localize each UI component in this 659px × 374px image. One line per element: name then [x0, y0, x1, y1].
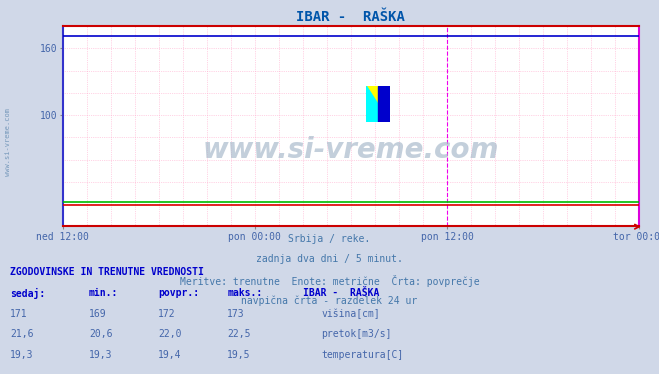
Text: pretok[m3/s]: pretok[m3/s] [322, 329, 392, 339]
Text: Meritve: trenutne  Enote: metrične  Črta: povprečje: Meritve: trenutne Enote: metrične Črta: … [180, 275, 479, 287]
Text: www.si-vreme.com: www.si-vreme.com [203, 136, 499, 164]
Text: min.:: min.: [89, 288, 119, 298]
Text: temperatura[C]: temperatura[C] [322, 350, 404, 360]
Text: sedaj:: sedaj: [10, 288, 45, 299]
Text: 19,3: 19,3 [89, 350, 113, 360]
Text: 172: 172 [158, 309, 176, 319]
Text: 21,6: 21,6 [10, 329, 34, 339]
Text: 19,5: 19,5 [227, 350, 251, 360]
Text: IBAR -  RAŠKA: IBAR - RAŠKA [303, 288, 380, 298]
Polygon shape [366, 86, 378, 104]
Text: 169: 169 [89, 309, 107, 319]
Text: navpična črta - razdelek 24 ur: navpična črta - razdelek 24 ur [241, 295, 418, 306]
Text: 20,6: 20,6 [89, 329, 113, 339]
Text: 171: 171 [10, 309, 28, 319]
Text: 173: 173 [227, 309, 245, 319]
Text: 19,3: 19,3 [10, 350, 34, 360]
Text: www.si-vreme.com: www.si-vreme.com [5, 108, 11, 176]
Text: 22,0: 22,0 [158, 329, 182, 339]
Text: ZGODOVINSKE IN TRENUTNE VREDNOSTI: ZGODOVINSKE IN TRENUTNE VREDNOSTI [10, 267, 204, 278]
Polygon shape [366, 86, 378, 122]
Title: IBAR -  RAŠKA: IBAR - RAŠKA [297, 10, 405, 24]
Text: 22,5: 22,5 [227, 329, 251, 339]
Text: Srbija / reke.: Srbija / reke. [289, 234, 370, 244]
Text: višina[cm]: višina[cm] [322, 309, 380, 319]
Text: 19,4: 19,4 [158, 350, 182, 360]
Text: maks.:: maks.: [227, 288, 262, 298]
Text: zadnja dva dni / 5 minut.: zadnja dva dni / 5 minut. [256, 254, 403, 264]
Text: povpr.:: povpr.: [158, 288, 199, 298]
Polygon shape [378, 86, 389, 122]
